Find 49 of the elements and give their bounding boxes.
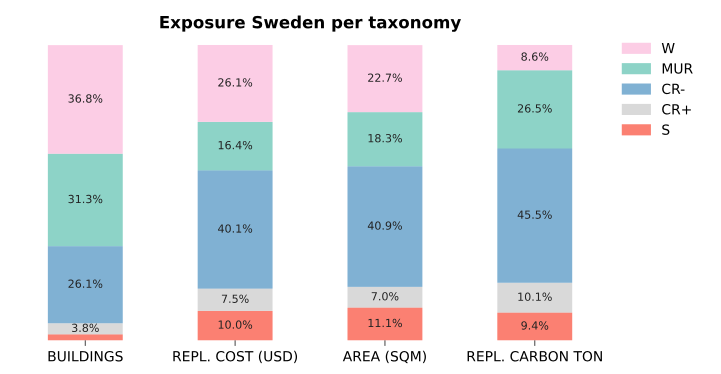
bar [347, 166, 422, 287]
legend-label: CR- [662, 84, 684, 94]
bar [497, 148, 572, 283]
data-label: 18.3% [368, 134, 402, 142]
legend-label: MUR [662, 63, 693, 74]
bar [347, 286, 422, 308]
data-label: 45.5% [518, 210, 552, 219]
bar [48, 246, 123, 324]
data-label: 7.5% [222, 294, 249, 303]
data-label: 26.1% [218, 78, 252, 87]
data-label: 7.0% [372, 292, 398, 300]
bar [48, 154, 123, 246]
data-label: 40.1% [218, 224, 252, 233]
bar [497, 312, 572, 340]
data-label: 31.3% [68, 194, 102, 204]
bar [198, 288, 273, 311]
data-label: 3.8% [72, 324, 99, 332]
bar [198, 44, 273, 122]
bar [48, 323, 123, 334]
data-label: 22.7% [368, 73, 402, 82]
bar [48, 45, 123, 154]
data-label: 36.8% [68, 94, 102, 103]
data-label: 40.9% [368, 221, 402, 230]
bar [198, 122, 273, 170]
chart-title: Exposure Sweden per taxonomy [160, 16, 461, 32]
x-tick-label: REPL. COST (USD) [173, 350, 298, 364]
bar [497, 70, 572, 148]
x-tick-label: REPL. CARBON TON [468, 351, 602, 362]
bar [497, 44, 572, 70]
bar [198, 170, 273, 289]
data-label: 16.4% [218, 140, 252, 150]
data-label: 26.1% [68, 280, 102, 288]
x-tick-label: AREA (SQM) [342, 350, 426, 364]
data-label: 8.6% [521, 52, 548, 61]
legend-label: S [662, 124, 670, 135]
data-label: 10.1% [518, 292, 552, 301]
bar [347, 112, 422, 166]
bar [497, 282, 572, 313]
data-label: 10.0% [218, 320, 252, 329]
bar [198, 310, 273, 340]
data-label: 26.5% [518, 104, 552, 113]
bar [347, 45, 422, 112]
legend-label: W [662, 43, 675, 54]
bar [48, 334, 123, 340]
data-label: 11.1% [368, 318, 402, 328]
legend-label: CR+ [662, 104, 691, 115]
x-tick-label: BUILDINGS [48, 351, 123, 362]
bar [347, 308, 422, 340]
data-label: 9.4% [521, 321, 548, 330]
